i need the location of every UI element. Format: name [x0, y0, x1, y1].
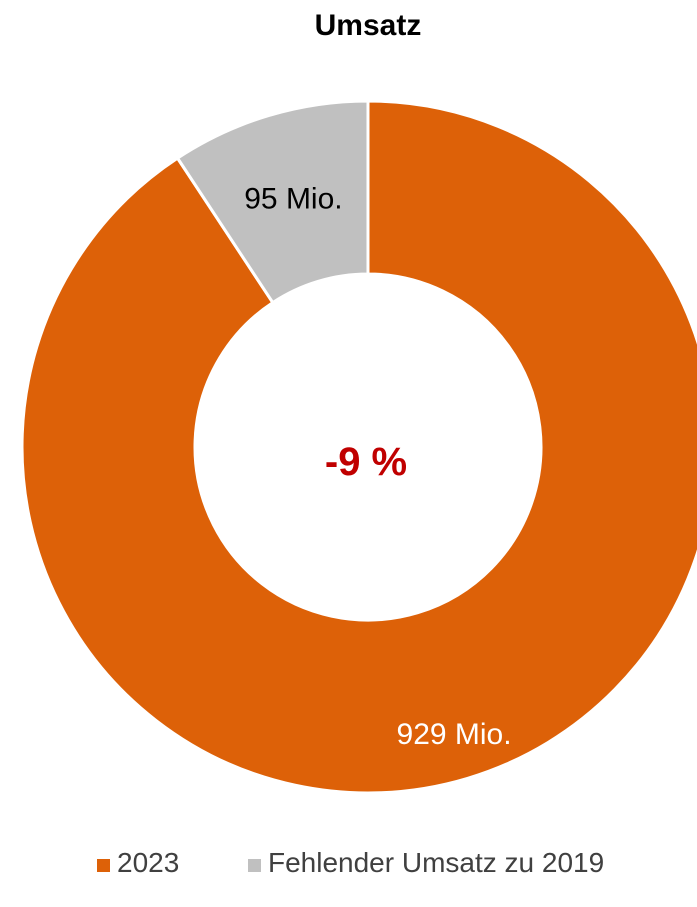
chart-title: Umsatz	[315, 9, 422, 42]
data-label-year: 929 Mio.	[397, 718, 512, 751]
legend-label-missing: Fehlender Umsatz zu 2019	[268, 847, 604, 878]
donut-slice-year	[20, 99, 697, 795]
donut-slice-missing	[176, 99, 370, 305]
legend-label-year: 2023	[117, 847, 179, 878]
data-label-missing: 95 Mio.	[244, 182, 342, 215]
donut-slices	[20, 99, 697, 795]
center-change-label: -9 %	[325, 440, 407, 484]
data-labels: 929 Mio. 95 Mio.	[244, 182, 511, 750]
legend: 2023 Fehlender Umsatz zu 2019	[97, 847, 604, 878]
legend-swatch-missing	[248, 859, 261, 872]
legend-swatch-year	[97, 859, 110, 872]
